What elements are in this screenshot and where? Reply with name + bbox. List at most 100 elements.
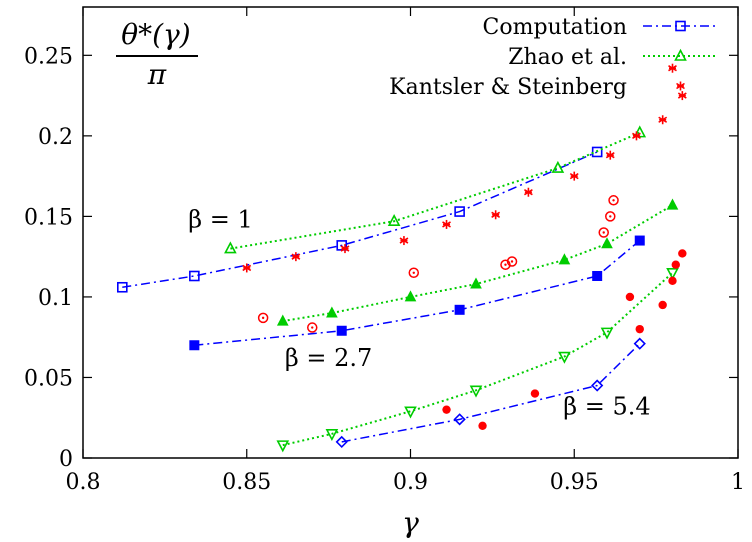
circle-center <box>602 231 605 234</box>
data-point <box>478 421 487 430</box>
circle-ring <box>257 312 269 324</box>
data-point <box>523 187 533 197</box>
series-6 <box>335 337 646 449</box>
x-tick-label: 0.85 <box>222 470 271 495</box>
data-point <box>257 312 269 324</box>
y-tick-label: 0.15 <box>24 205 73 230</box>
data-point <box>276 440 290 453</box>
series-3 <box>189 235 645 351</box>
data-point <box>668 63 677 73</box>
data-point <box>666 267 679 280</box>
legend-item: Kantsler & Steinberg <box>389 75 685 100</box>
data-point <box>469 385 483 398</box>
legend-label: Computation <box>483 15 627 40</box>
data-point <box>569 171 579 181</box>
x-tick-label: 0.8 <box>66 470 101 495</box>
series-1 <box>224 125 647 254</box>
y-tick-label: 0 <box>59 447 73 472</box>
data-point <box>291 252 301 262</box>
circle-ring <box>605 211 616 222</box>
data-point <box>633 337 646 350</box>
legend-marker <box>675 20 686 32</box>
circle-center <box>261 316 265 320</box>
data-point <box>671 260 680 269</box>
circle-center <box>609 215 612 218</box>
data-point <box>276 314 289 326</box>
data-point <box>666 198 679 210</box>
data-point <box>558 253 571 265</box>
data-point <box>335 435 348 449</box>
series-line <box>194 239 641 346</box>
data-point <box>325 429 339 442</box>
x-axis-label: γ <box>402 506 419 539</box>
data-point <box>605 211 616 222</box>
plot-area <box>117 63 687 453</box>
data-point <box>558 351 571 364</box>
data-point <box>189 270 200 282</box>
circle-ring <box>598 227 609 238</box>
data-point <box>442 405 451 414</box>
data-point <box>605 150 615 160</box>
data-point <box>340 244 350 254</box>
x-tick-label: 0.95 <box>550 470 599 495</box>
data-point <box>500 259 511 270</box>
legend-label: Zhao et al. <box>508 45 627 70</box>
data-point <box>668 276 677 286</box>
data-point <box>658 115 668 125</box>
annotations: β = 1 β = 2.7 β = 5.4 <box>188 206 650 421</box>
data-point <box>454 206 465 217</box>
circle-center <box>510 260 514 263</box>
series-line <box>122 151 598 289</box>
data-point <box>632 131 641 141</box>
y-axis-label: θ*(γ) π <box>116 18 198 91</box>
series-2 <box>242 63 687 273</box>
data-point <box>608 195 619 206</box>
annotation: β = 2.7 <box>285 344 372 372</box>
data-point <box>635 324 644 334</box>
legend: Computation Zhao et al. Kantsler & Steinbe… <box>389 15 718 100</box>
axes: 0.8 0.85 0.9 0.95 1 0 0.05 0.1 0.15 0.2 0.25 <box>24 6 745 495</box>
data-point <box>336 325 347 336</box>
y-tick-label: 0.2 <box>38 125 73 150</box>
legend-marker <box>676 81 685 91</box>
data-point <box>189 340 200 351</box>
data-point <box>399 236 409 246</box>
series-line <box>282 272 674 447</box>
data-point <box>677 91 687 101</box>
circle-center <box>612 199 615 202</box>
annotation: β = 1 <box>188 206 253 234</box>
legend-item: Computation <box>483 15 718 40</box>
data-point <box>598 227 609 238</box>
data-point <box>625 292 635 302</box>
data-point <box>530 389 540 398</box>
data-point <box>658 300 667 310</box>
series-7 <box>276 267 679 453</box>
data-point <box>551 160 565 173</box>
x-tick-label: 1 <box>731 470 745 495</box>
circle-center <box>504 263 507 266</box>
data-point <box>307 322 318 333</box>
series-4 <box>276 198 679 326</box>
y-tick-label: 0.05 <box>24 366 73 391</box>
data-point <box>491 210 501 220</box>
circle-ring <box>506 256 518 267</box>
circle-ring <box>500 259 511 270</box>
data-point <box>634 235 645 246</box>
data-point <box>387 214 401 227</box>
data-point <box>454 304 465 315</box>
circle-ring <box>307 322 318 333</box>
legend-marker <box>674 48 687 61</box>
y-axis-label-numerator: θ*(γ) <box>121 18 190 51</box>
data-point <box>600 327 614 340</box>
circle-center <box>311 326 314 329</box>
data-point <box>404 290 417 302</box>
series-8 <box>442 249 687 430</box>
circle-center <box>412 271 415 274</box>
legend-label: Kantsler & Steinberg <box>389 75 627 100</box>
series-line <box>282 204 674 323</box>
data-point <box>453 413 466 426</box>
series-line <box>341 343 641 443</box>
data-point <box>117 281 128 293</box>
data-point <box>404 406 417 419</box>
